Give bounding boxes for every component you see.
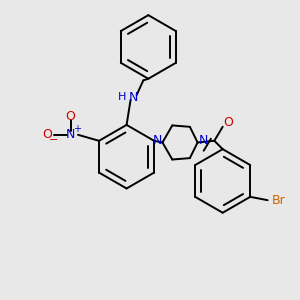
Text: O: O <box>66 110 76 123</box>
Text: +: + <box>73 124 81 134</box>
Text: O: O <box>224 116 233 129</box>
Text: N: N <box>129 91 138 104</box>
Text: Br: Br <box>272 194 286 207</box>
Text: N: N <box>66 128 75 141</box>
Text: H: H <box>118 92 126 102</box>
Text: −: − <box>49 135 58 145</box>
Text: N: N <box>198 134 208 147</box>
Text: O: O <box>42 128 52 141</box>
Text: N: N <box>152 134 162 147</box>
